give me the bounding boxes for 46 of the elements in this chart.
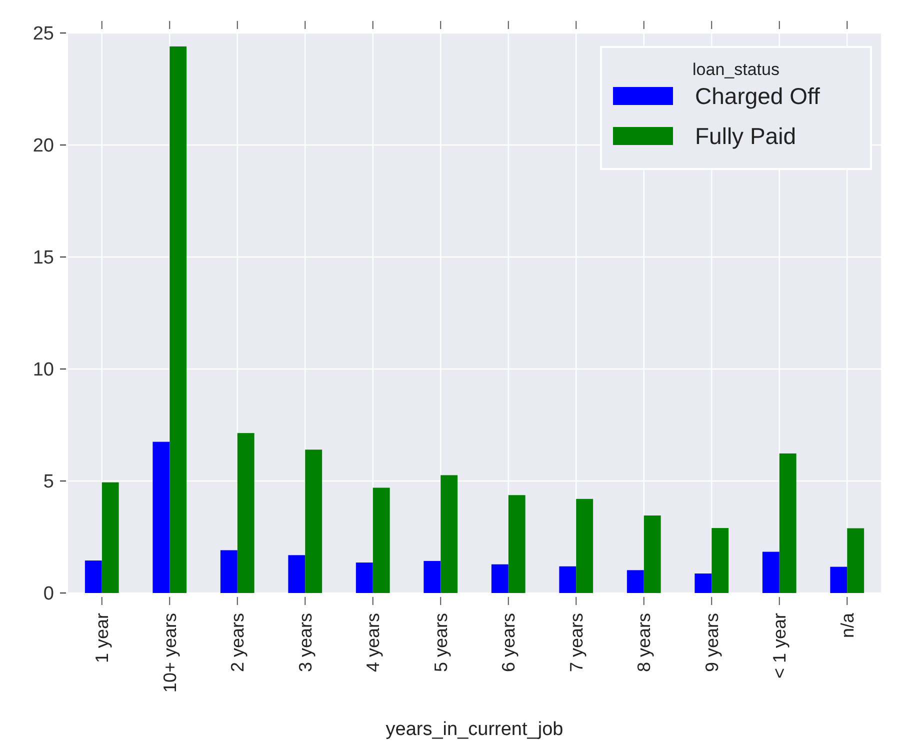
x-tick-label: 4 years [363, 613, 384, 672]
bar [644, 515, 661, 593]
legend-title: loan_status [692, 60, 780, 79]
x-tick-label: 1 year [92, 613, 112, 664]
x-tick-label: 10+ years [160, 613, 180, 693]
bar [372, 488, 390, 593]
bar [576, 498, 594, 593]
bar [152, 442, 170, 593]
bar [779, 453, 796, 593]
bar [288, 555, 306, 593]
x-tick-label: 9 years [702, 613, 722, 672]
bar [712, 528, 729, 593]
bar [508, 495, 526, 593]
x-axis-title: years_in_current_job [386, 719, 564, 740]
bar [440, 475, 458, 593]
bar [170, 46, 187, 593]
bar [762, 552, 780, 593]
y-tick-label: 20 [32, 136, 54, 157]
legend-label: Fully Paid [695, 123, 796, 150]
bar [220, 550, 238, 593]
bar [694, 574, 712, 593]
y-tick-label: 0 [43, 584, 54, 605]
bar [305, 450, 322, 593]
y-tick-label: 5 [43, 472, 54, 493]
y-tick-label: 25 [32, 24, 54, 45]
legend-label: Charged Off [695, 83, 820, 110]
x-tick-label: 7 years [566, 613, 586, 672]
y-tick-label: 10 [32, 360, 54, 381]
bar [84, 560, 102, 593]
bar [356, 562, 373, 593]
x-tick-label: 2 years [228, 613, 248, 672]
x-tick-label: 5 years [430, 613, 451, 672]
bar [847, 528, 864, 593]
x-tick-label: 8 years [634, 613, 654, 672]
x-tick-label: 6 years [498, 613, 519, 672]
bar [626, 570, 644, 593]
x-tick-label: n/a [837, 612, 858, 638]
bar [237, 433, 254, 593]
bar [491, 564, 508, 593]
y-tick-label: 15 [32, 248, 54, 269]
bar [830, 566, 848, 593]
bar [424, 560, 441, 593]
x-tick-label: 3 years [295, 613, 316, 672]
bar [102, 482, 119, 593]
bar [559, 566, 576, 593]
x-tick-label: < 1 year [770, 613, 790, 679]
